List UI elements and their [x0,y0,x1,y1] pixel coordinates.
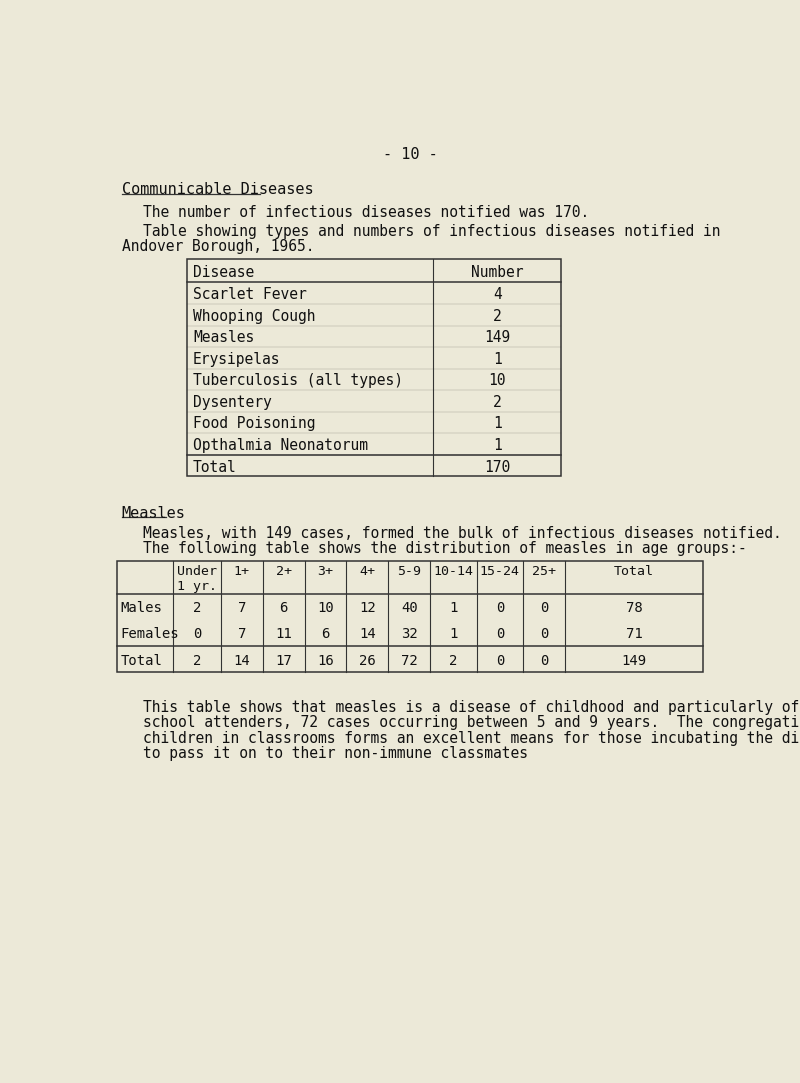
Text: 1+: 1+ [234,565,250,578]
Text: 7: 7 [238,601,246,615]
Text: 12: 12 [359,601,376,615]
Bar [187,259,561,477]
Text: 10: 10 [489,374,506,389]
Text: 2+: 2+ [276,565,292,578]
Text: 2: 2 [450,653,458,667]
Text: The following table shows the distribution of measles in age groups:-: The following table shows the distributi… [142,542,746,557]
Text: Disease: Disease [193,264,254,279]
Text: Females: Females [120,627,178,641]
Text: 1: 1 [493,416,502,431]
Text: Dysentery: Dysentery [193,395,272,409]
Text: - 10 -: - 10 - [382,147,438,161]
Text: Erysipelas: Erysipelas [193,352,281,367]
Text: 2: 2 [493,395,502,409]
Text: 10: 10 [317,601,334,615]
Text: Tuberculosis (all types): Tuberculosis (all types) [193,374,403,389]
Text: 14: 14 [359,627,376,641]
Text: 26: 26 [359,653,376,667]
Text: 4: 4 [493,287,502,302]
Text: This table shows that measles is a disease of childhood and particularly of: This table shows that measles is a disea… [142,700,799,715]
Text: Opthalmia Neonatorum: Opthalmia Neonatorum [193,438,368,453]
Text: 0: 0 [193,627,201,641]
Text: children in classrooms forms an excellent means for those incubating the disease: children in classrooms forms an excellen… [142,731,800,745]
Text: Communicable Diseases: Communicable Diseases [122,182,314,197]
Text: 40: 40 [401,601,418,615]
Text: Whooping Cough: Whooping Cough [193,309,315,324]
Text: to pass it on to their non-immune classmates: to pass it on to their non-immune classm… [142,746,528,761]
Text: 0: 0 [540,653,548,667]
Text: 149: 149 [484,330,510,345]
Text: 15-24: 15-24 [480,565,520,578]
Text: Measles: Measles [193,330,254,345]
Text: 2: 2 [193,653,201,667]
Text: 6: 6 [322,627,330,641]
Text: 1: 1 [493,352,502,367]
Text: Measles, with 149 cases, formed the bulk of infectious diseases notified.: Measles, with 149 cases, formed the bulk… [142,525,782,540]
Text: 11: 11 [275,627,292,641]
Text: 78: 78 [626,601,642,615]
Text: 16: 16 [317,653,334,667]
Text: 25+: 25+ [532,565,556,578]
Text: 10-14: 10-14 [434,565,474,578]
Text: Total: Total [193,459,237,474]
Text: 3+: 3+ [318,565,334,578]
Text: 14: 14 [234,653,250,667]
Text: Food Poisoning: Food Poisoning [193,416,315,431]
Text: 0: 0 [540,627,548,641]
Text: 149: 149 [622,653,646,667]
Text: 0: 0 [496,601,504,615]
Text: 0: 0 [496,627,504,641]
Text: Scarlet Fever: Scarlet Fever [193,287,306,302]
Text: 170: 170 [484,459,510,474]
Text: 1: 1 [450,601,458,615]
Text: 1: 1 [493,438,502,453]
Text: Total: Total [120,653,162,667]
Text: Males: Males [120,601,162,615]
Bar [117,561,703,673]
Text: 72: 72 [401,653,418,667]
Text: Table showing types and numbers of infectious diseases notified in: Table showing types and numbers of infec… [142,224,720,239]
Text: 4+: 4+ [359,565,375,578]
Text: 0: 0 [540,601,548,615]
Text: Measles: Measles [122,506,186,521]
Text: 6: 6 [279,601,288,615]
Text: 1: 1 [450,627,458,641]
Text: 2: 2 [493,309,502,324]
Text: Andover Borough, 1965.: Andover Borough, 1965. [122,239,314,255]
Text: Under
1 yr.: Under 1 yr. [177,565,217,593]
Text: 71: 71 [626,627,642,641]
Text: 2: 2 [193,601,201,615]
Text: 7: 7 [238,627,246,641]
Text: The number of infectious diseases notified was 170.: The number of infectious diseases notifi… [142,206,589,221]
Text: 32: 32 [401,627,418,641]
Text: Number: Number [471,264,523,279]
Text: 0: 0 [496,653,504,667]
Text: 5-9: 5-9 [398,565,422,578]
Text: school attenders, 72 cases occurring between 5 and 9 years.  The congregation of: school attenders, 72 cases occurring bet… [142,715,800,730]
Text: 17: 17 [275,653,292,667]
Text: Total: Total [614,565,654,578]
